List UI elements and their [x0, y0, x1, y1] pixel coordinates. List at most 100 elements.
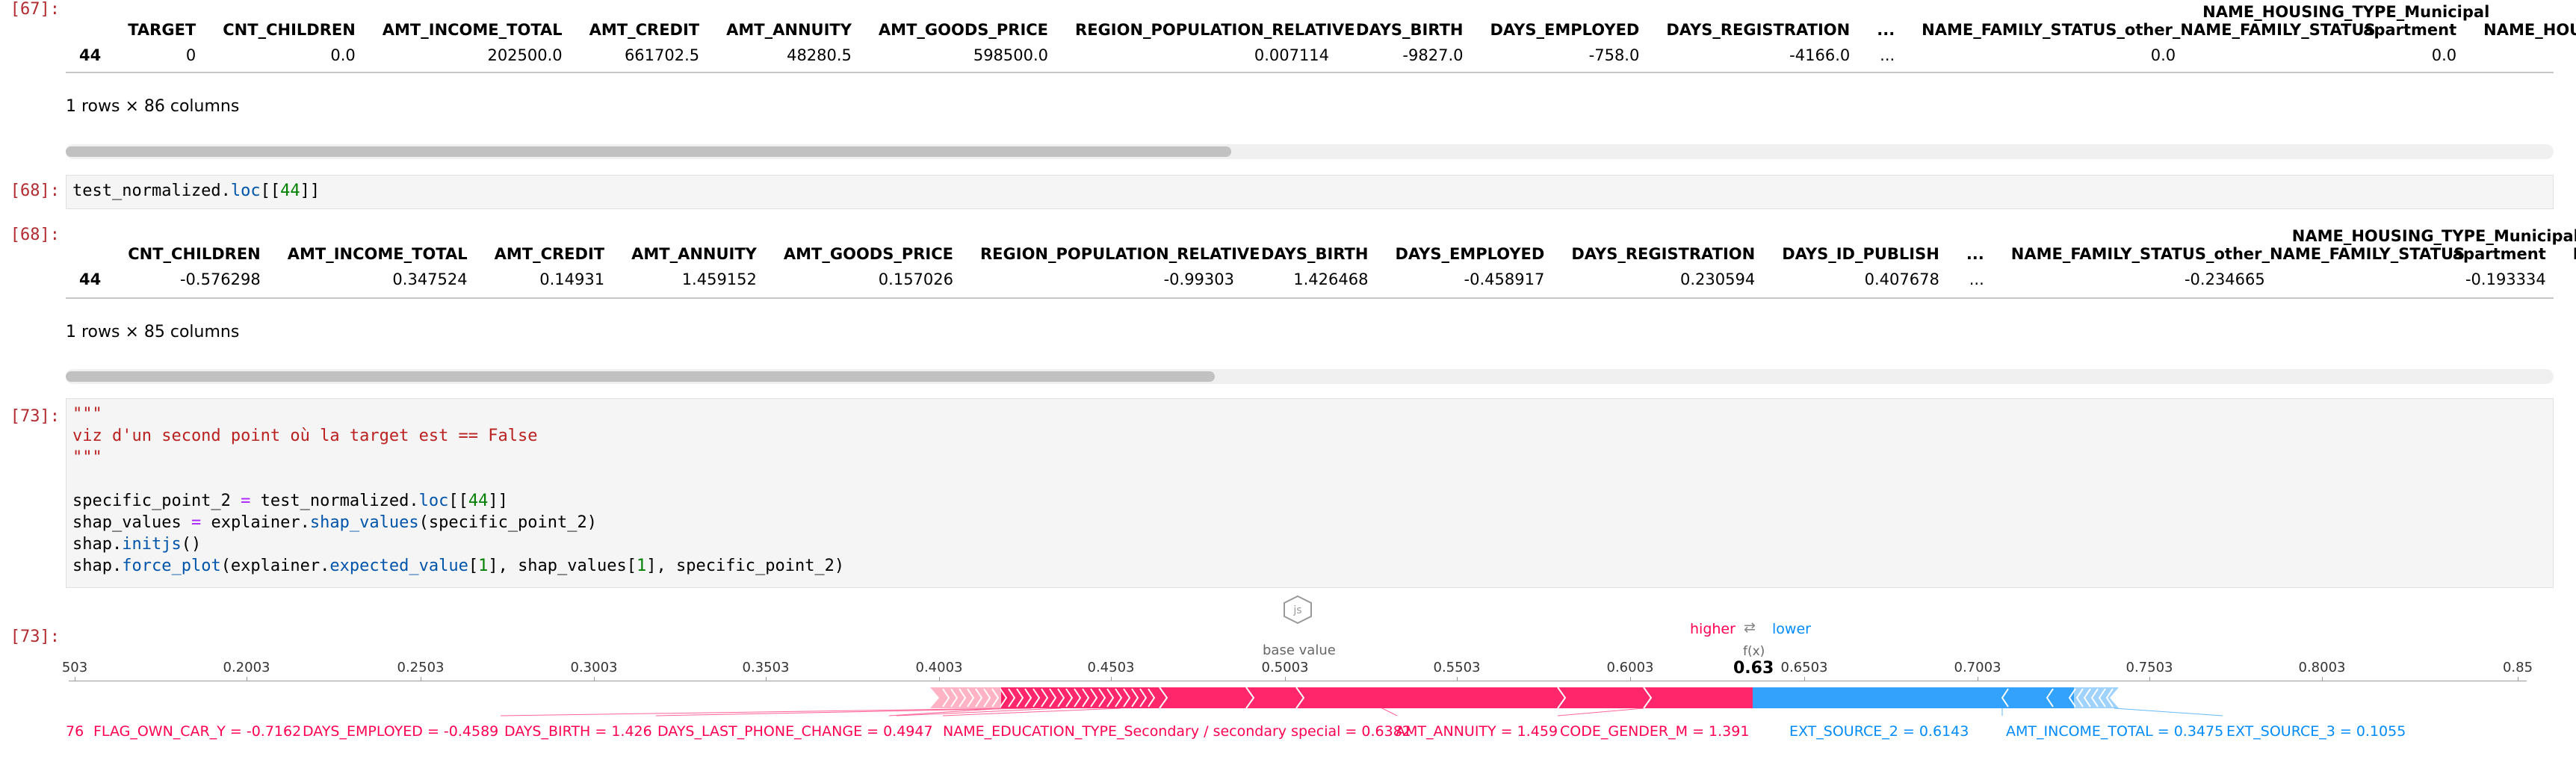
code-token: loc [418, 492, 449, 510]
axis-tick-label: 0.5503 [1433, 660, 1481, 675]
base-value-label: base value [1263, 643, 1336, 658]
fx-value: 0.63 [1733, 659, 1774, 678]
positive-feature-label: CODE_GENDER_M = 1.391 [1560, 723, 1750, 740]
column-header: DAYS_EMPLOYED [1395, 245, 1545, 263]
table-cell: -0.99303 [1163, 270, 1234, 288]
column-header: REGION_POPULATION_RELATIVE [1075, 21, 1355, 39]
column-header: DAYS_EMPLOYED [1490, 21, 1640, 39]
code-token: ]] [488, 492, 508, 510]
column-header: ... [1966, 245, 1984, 263]
column-header: AMT_INCOME_TOTAL [382, 21, 563, 39]
table-cell: -0.458917 [1464, 270, 1545, 288]
table-cell: -0.234665 [2184, 270, 2265, 288]
axis-tick-mark [1111, 677, 1112, 681]
code-token: () [181, 535, 202, 554]
code-line: test_normalized.loc[[44]] [66, 176, 2553, 206]
table-row: 44 -0.576298 0.347524 0.14931 1.459152 0.157… [66, 263, 2576, 296]
code-token: ], specific_point_2) [646, 557, 845, 575]
positive-feature-label: DAYS_BIRTH = 1.426 [504, 723, 652, 740]
code-token: 44 [468, 492, 489, 510]
table-cell: -9827.0 [1402, 46, 1464, 64]
code-token: viz d'un second point où la target est =… [72, 427, 538, 445]
chevron-mark [1090, 688, 1098, 708]
code-token: initjs [122, 535, 182, 554]
negative-feature-label: EXT_SOURCE_3 = 0.1055 [2226, 723, 2406, 740]
scrollbar-thumb[interactable] [66, 146, 1231, 157]
table-cell: 0.007114 [1254, 46, 1330, 64]
column-header: DAYS_ID_PUBLISH [1782, 245, 1939, 263]
column-header: NAME_HOUSING_TYPE_Municipal apartment [2291, 227, 2576, 263]
axis-tick-label: 0.8003 [2298, 660, 2346, 675]
axis-tick-mark [939, 677, 940, 681]
table-cell: -4166.0 [1789, 46, 1851, 64]
column-header: NAME_FAMILY_STATUS_other_NAME_FAMILY_STA… [1922, 21, 2376, 39]
code-token: """ [72, 448, 102, 467]
segment-divider [1159, 687, 1168, 709]
segment-divider [1295, 687, 1305, 709]
column-header: NAME_ [2560, 224, 2576, 263]
code-cell-68[interactable]: test_normalized.loc[[44]] [66, 175, 2554, 209]
table-bottom-rule [66, 72, 2554, 73]
segment-divider [1245, 687, 1255, 709]
code-cell-73[interactable]: """ viz d'un second point où la target e… [66, 398, 2554, 588]
positive-feature-label: DAYS_EMPLOYED = -0.4589 [303, 723, 499, 740]
code-token: """ [72, 405, 102, 424]
positive-feature-label: FLAG_OWN_CAR_Y = -0.7162 [93, 723, 302, 740]
segment-divider [2098, 688, 2106, 708]
table-cell: 0.347524 [392, 270, 468, 288]
table-cell: 0.0 [2150, 46, 2176, 64]
js-logo-text: js [1292, 604, 1301, 616]
horizontal-scrollbar-68[interactable] [66, 369, 2554, 384]
column-header: AMT_CREDIT [494, 245, 605, 263]
code-token: test_normalized. [72, 182, 231, 200]
code-token: [[ [448, 492, 468, 510]
code-token: test_normalized. [250, 492, 419, 510]
table-cell: 598500.0 [973, 46, 1049, 64]
horizontal-scrollbar-67[interactable] [66, 144, 2554, 159]
row-index: 44 [79, 46, 102, 64]
table-cell: 0.157026 [878, 270, 953, 288]
table-cell: ... [1880, 46, 1895, 64]
table-cell: 1.459152 [681, 270, 757, 288]
chevron-mark [1098, 688, 1106, 708]
input-prompt-73: [73]: [10, 407, 60, 426]
table-cell: 0.0 [2431, 46, 2457, 64]
code-token: expected_value [329, 557, 468, 575]
axis-tick-mark [2149, 677, 2150, 681]
column-header: AMT_ANNUITY [631, 245, 757, 263]
output-prompt-68: [68]: [10, 226, 60, 244]
axis-tick-mark [1457, 677, 1458, 681]
code-token: shap. [72, 557, 123, 575]
axis-tick-label: 0.4003 [915, 660, 963, 675]
chevron-mark [1065, 688, 1074, 708]
segment-divider [2001, 688, 2009, 708]
column-header: AMT_GOODS_PRICE [878, 21, 1049, 39]
positive-feature-label: 76 [66, 723, 84, 740]
scrollbar-thumb[interactable] [66, 371, 1215, 382]
chevron-mark [1123, 688, 1131, 708]
axis-tick-mark [2322, 677, 2323, 681]
negative-feature-label: AMT_INCOME_TOTAL = 0.3475 [2006, 723, 2224, 740]
code-token: [[ [260, 182, 281, 200]
chevron-mark [1148, 688, 1156, 708]
code-token: force_plot [122, 557, 221, 575]
positive-chevrons [942, 687, 1653, 709]
column-header: CNT_CHILDREN [128, 245, 261, 263]
table-cell [2470, 39, 2576, 72]
js-logo-icon: js [1284, 595, 1312, 625]
column-header: DAYS_BIRTH [1261, 245, 1369, 263]
table-cell [2560, 263, 2576, 296]
lower-label: lower [1772, 621, 1811, 637]
table-cell: 0.0 [330, 46, 356, 64]
table-cell: 0.230594 [1680, 270, 1756, 288]
table-header-row: CNT_CHILDREN AMT_INCOME_TOTAL AMT_CREDIT AM… [66, 224, 2576, 263]
table-cell: 48280.5 [787, 46, 852, 64]
code-token: 1 [478, 557, 489, 575]
code-block: """ viz d'un second point où la target e… [66, 399, 2553, 581]
chevron-mark [991, 688, 1000, 708]
column-header: AMT_ANNUITY [726, 21, 852, 39]
axis-tick-mark [1630, 677, 1631, 681]
segment-divider [2046, 688, 2054, 708]
chevron-mark [1115, 688, 1123, 708]
chevron-mark [950, 688, 959, 708]
